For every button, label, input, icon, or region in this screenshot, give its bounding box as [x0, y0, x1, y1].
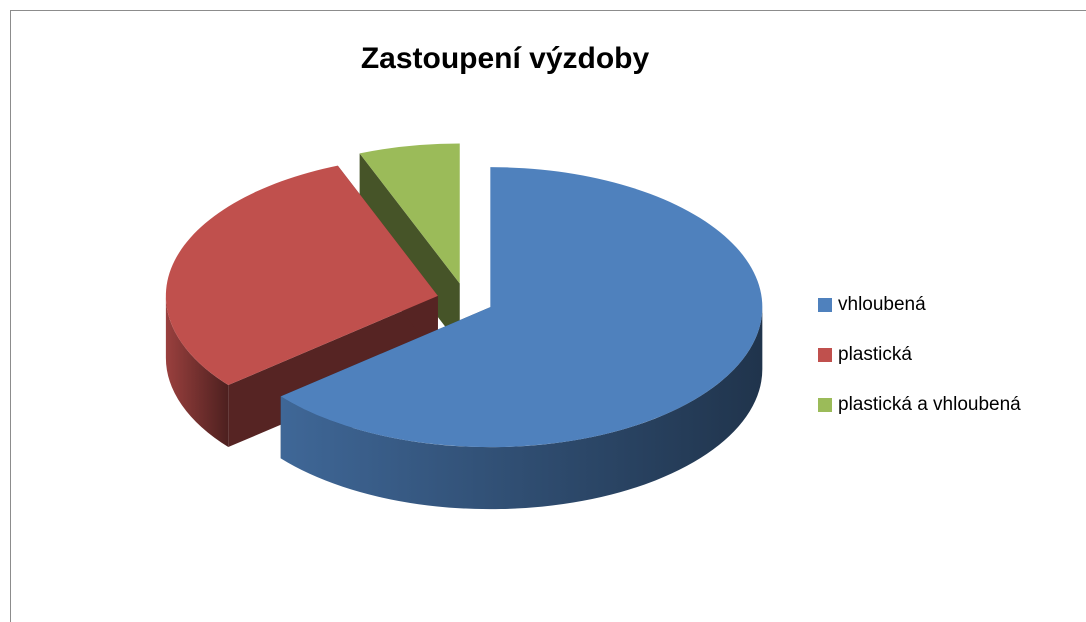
- legend-swatch: [818, 298, 832, 312]
- legend-swatch: [818, 348, 832, 362]
- slice-side: [228, 295, 438, 448]
- slice-wall: [165, 295, 229, 448]
- slice-top: [359, 143, 460, 284]
- chart-title: Zastoupení výzdoby: [361, 42, 650, 75]
- legend-label: vhloubená: [838, 294, 926, 315]
- pie-slice: [165, 165, 438, 448]
- legend-label: plastická: [838, 344, 912, 365]
- pie-slice: [280, 167, 763, 510]
- slice-top: [280, 167, 763, 448]
- legend-label: plastická a vhloubená: [838, 394, 1021, 415]
- slice-top: [165, 165, 438, 386]
- legend-swatch: [818, 398, 832, 412]
- slice-wall: [280, 307, 763, 510]
